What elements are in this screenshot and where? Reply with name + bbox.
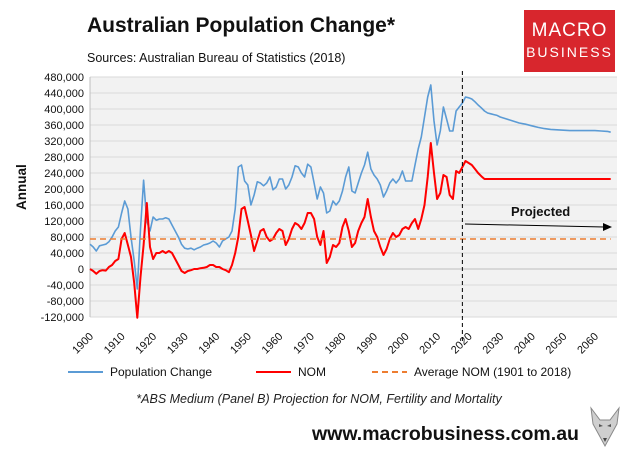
x-tick-label: 1900 bbox=[70, 331, 96, 357]
x-tick-label: 2000 bbox=[386, 331, 412, 357]
website-url: www.macrobusiness.com.au bbox=[312, 423, 579, 445]
y-tick-label: 200,000 bbox=[44, 184, 84, 196]
y-tick-label: 280,000 bbox=[44, 152, 84, 164]
x-tick-label: 1960 bbox=[260, 331, 286, 357]
x-tick-label: 1940 bbox=[197, 331, 223, 357]
y-axis-label: Annual bbox=[14, 164, 29, 210]
y-tick-label: 440,000 bbox=[44, 88, 84, 100]
x-tick-label: 1930 bbox=[165, 331, 191, 357]
fox-logo-icon bbox=[590, 406, 620, 448]
y-tick-label: 360,000 bbox=[44, 120, 84, 132]
x-tick-label: 2040 bbox=[512, 331, 538, 357]
y-tick-label: 80,000 bbox=[50, 232, 84, 244]
population-change-line bbox=[89, 84, 611, 290]
y-tick-label: -80,000 bbox=[47, 296, 84, 308]
projected-annotation: Projected bbox=[511, 204, 570, 219]
y-tick-label: 480,000 bbox=[44, 72, 84, 84]
series-layer bbox=[89, 84, 611, 319]
legend-average-label: Average NOM (1901 to 2018) bbox=[414, 365, 571, 379]
macrobusiness-logo: MACRO BUSINESS bbox=[524, 10, 615, 72]
y-tick-label: 320,000 bbox=[44, 136, 84, 148]
chart-source: Sources: Australian Bureau of Statistics… bbox=[87, 51, 346, 65]
nom-line bbox=[89, 142, 611, 319]
y-axis: -120,000 -80,000 -40,000 0 40,000 80,000 120,0… bbox=[41, 72, 84, 324]
x-tick-label: 2060 bbox=[575, 331, 601, 357]
y-tick-label: 160,000 bbox=[44, 200, 84, 212]
legend-nom-label: NOM bbox=[298, 365, 326, 379]
footnote: *ABS Medium (Panel B) Projection for NOM… bbox=[136, 392, 502, 406]
y-tick-label: -120,000 bbox=[41, 312, 84, 324]
population-chart: -120,000 -80,000 -40,000 0 40,000 80,000 120,0… bbox=[14, 71, 617, 379]
plot-area bbox=[90, 77, 617, 317]
x-tick-label: 2030 bbox=[481, 331, 507, 357]
legend: Population Change NOM Average NOM (1901 … bbox=[68, 365, 571, 379]
y-tick-label: 240,000 bbox=[44, 168, 84, 180]
y-tick-label: 0 bbox=[78, 264, 84, 276]
logo-line-1: MACRO bbox=[531, 20, 608, 41]
x-tick-label: 1920 bbox=[133, 331, 159, 357]
projected-arrowhead bbox=[603, 223, 612, 231]
legend-population-label: Population Change bbox=[110, 365, 212, 379]
logo-line-2: BUSINESS bbox=[526, 44, 613, 60]
x-tick-label: 1970 bbox=[291, 331, 317, 357]
y-tick-label: 400,000 bbox=[44, 104, 84, 116]
x-tick-label: 2050 bbox=[544, 331, 570, 357]
x-tick-label: 2010 bbox=[417, 331, 443, 357]
x-tick-label: 1980 bbox=[323, 331, 349, 357]
x-tick-label: 2020 bbox=[449, 331, 475, 357]
y-tick-label: 40,000 bbox=[50, 248, 84, 260]
x-tick-label: 1990 bbox=[354, 331, 380, 357]
chart-title: Australian Population Change* bbox=[87, 14, 396, 37]
y-tick-label: 120,000 bbox=[44, 216, 84, 228]
x-tick-label: 1910 bbox=[102, 331, 128, 357]
x-tick-label: 1950 bbox=[228, 331, 254, 357]
projected-arrow bbox=[464, 223, 605, 228]
y-tick-label: -40,000 bbox=[47, 280, 84, 292]
